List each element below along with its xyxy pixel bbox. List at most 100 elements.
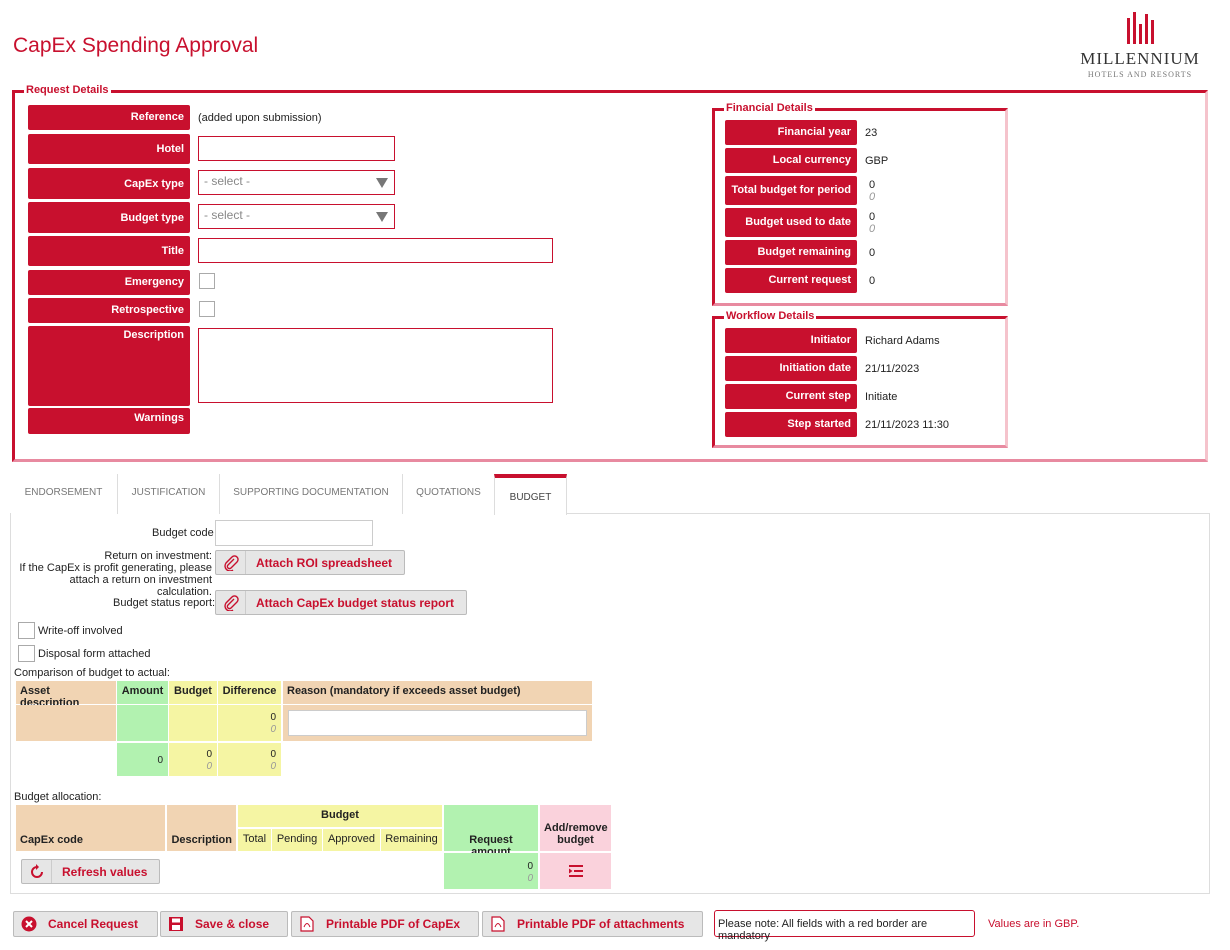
millennium-logo: MILLENNIUM HOTELS AND RESORTS bbox=[1080, 12, 1200, 79]
comparison-asset-cell[interactable] bbox=[16, 705, 116, 741]
initiator-value: Richard Adams bbox=[865, 335, 940, 347]
budget-type-select[interactable]: - select - bbox=[198, 204, 395, 229]
total-diff-sub: 0 bbox=[270, 761, 276, 772]
request-total: 0 bbox=[527, 861, 533, 872]
save-close-label: Save & close bbox=[195, 917, 270, 931]
cancel-request-label: Cancel Request bbox=[48, 917, 139, 931]
tab-justification[interactable]: JUSTIFICATION bbox=[118, 474, 220, 514]
capex-type-selected: - select - bbox=[204, 174, 251, 188]
comparison-title: Comparison of budget to actual: bbox=[14, 667, 170, 679]
budget-remaining-value: 0 bbox=[869, 247, 876, 259]
budget-used-label: Budget used to date bbox=[725, 208, 857, 237]
writeoff-label: Write-off involved bbox=[38, 625, 123, 637]
request-total-sub: 0 bbox=[527, 873, 533, 884]
financial-details-legend: Financial Details bbox=[724, 102, 815, 114]
comparison-header-difference: Difference bbox=[218, 681, 281, 704]
current-step-label: Current step bbox=[725, 384, 857, 409]
logo-subtitle: HOTELS AND RESORTS bbox=[1087, 70, 1193, 79]
comparison-header-asset: Asset description bbox=[16, 681, 116, 709]
budget-tab-panel bbox=[10, 513, 1210, 894]
financial-year-value: 23 bbox=[865, 127, 878, 139]
disposal-checkbox[interactable] bbox=[18, 645, 35, 662]
emergency-checkbox[interactable] bbox=[199, 273, 215, 289]
current-request-value: 0 bbox=[869, 275, 876, 287]
step-started-value: 21/11/2023 11:30 bbox=[865, 419, 950, 431]
step-started-label: Step started bbox=[725, 412, 857, 437]
budget-remaining-label: Budget remaining bbox=[725, 240, 857, 265]
description-label: Description bbox=[28, 326, 190, 406]
save-close-button[interactable]: Save & close bbox=[160, 911, 288, 937]
hotel-input[interactable] bbox=[198, 136, 395, 161]
attach-budget-status-label: Attach CapEx budget status report bbox=[256, 595, 455, 610]
tab-budget[interactable]: BUDGET bbox=[494, 474, 567, 515]
emergency-label: Emergency bbox=[28, 270, 190, 295]
tab-endorsement[interactable]: ENDORSEMENT bbox=[10, 474, 118, 514]
dropdown-arrow-icon bbox=[376, 212, 388, 222]
capex-type-select[interactable]: - select - bbox=[198, 170, 395, 195]
alloc-header-remaining: Remaining bbox=[381, 829, 442, 851]
add-row-icon bbox=[568, 865, 583, 877]
pdf-file-icon bbox=[483, 912, 513, 936]
initiation-date-label: Initiation date bbox=[725, 356, 857, 381]
save-disk-icon bbox=[161, 912, 191, 936]
pdf-attachments-label: Printable PDF of attachments bbox=[517, 917, 685, 931]
total-amount-cell bbox=[117, 743, 168, 776]
writeoff-checkbox[interactable] bbox=[18, 622, 35, 639]
description-textarea[interactable] bbox=[198, 328, 553, 403]
attach-roi-button[interactable]: Attach ROI spreadsheet bbox=[215, 550, 405, 575]
pdf-attachments-button[interactable]: Printable PDF of attachments bbox=[482, 911, 703, 937]
total-amount-value: 0 bbox=[157, 755, 163, 766]
tab-quotations[interactable]: QUOTATIONS bbox=[403, 474, 495, 514]
roi-label-line1: Return on investment: bbox=[104, 550, 212, 562]
budget-type-label: Budget type bbox=[28, 202, 190, 233]
dropdown-arrow-icon bbox=[376, 178, 388, 188]
page-title: CapEx Spending Approval bbox=[13, 34, 259, 57]
pdf-capex-label: Printable PDF of CapEx bbox=[326, 917, 461, 931]
comparison-header-reason: Reason (mandatory if exceeds asset budge… bbox=[283, 681, 592, 704]
attach-budget-status-button[interactable]: Attach CapEx budget status report bbox=[215, 590, 467, 615]
retrospective-label: Retrospective bbox=[28, 298, 190, 323]
alloc-header-approved: Approved bbox=[323, 829, 380, 851]
initiator-label: Initiator bbox=[725, 328, 857, 353]
retrospective-checkbox[interactable] bbox=[199, 301, 215, 317]
logo-bars-icon bbox=[1080, 12, 1200, 44]
alloc-header-pending: Pending bbox=[272, 829, 322, 851]
add-budget-button[interactable] bbox=[540, 853, 611, 889]
workflow-details-section: Workflow Details bbox=[712, 310, 1008, 448]
reference-value: (added upon submission) bbox=[198, 112, 322, 124]
comparison-amount-cell[interactable] bbox=[117, 705, 168, 741]
pdf-file-icon bbox=[292, 912, 322, 936]
refresh-values-button[interactable]: Refresh values bbox=[21, 859, 160, 884]
cancel-request-button[interactable]: Cancel Request bbox=[13, 911, 158, 937]
capex-type-label: CapEx type bbox=[28, 168, 190, 199]
alloc-header-description: Description bbox=[167, 805, 236, 851]
title-input[interactable] bbox=[198, 238, 553, 263]
financial-year-label: Financial year bbox=[725, 120, 857, 145]
workflow-details-legend: Workflow Details bbox=[724, 310, 817, 322]
initiation-date-value: 21/11/2023 bbox=[865, 363, 920, 375]
logo-brand: MILLENNIUM bbox=[1080, 49, 1200, 68]
title-label: Title bbox=[28, 236, 190, 266]
budget-type-selected: - select - bbox=[204, 208, 251, 222]
total-difference-cell bbox=[218, 743, 281, 776]
pdf-capex-button[interactable]: Printable PDF of CapEx bbox=[291, 911, 479, 937]
refresh-values-label: Refresh values bbox=[62, 864, 148, 879]
tab-supporting-documentation[interactable]: SUPPORTING DOCUMENTATION bbox=[220, 474, 403, 514]
row-diff: 0 bbox=[270, 712, 276, 723]
alloc-header-budget: Budget bbox=[238, 805, 442, 827]
current-request-label: Current request bbox=[725, 268, 857, 293]
alloc-header-request: Request amount bbox=[444, 805, 538, 858]
paperclip-icon bbox=[216, 551, 246, 574]
request-details-section: Request Details bbox=[12, 84, 1208, 462]
budget-used-amount: 0 bbox=[869, 211, 876, 223]
comparison-header-budget: Budget bbox=[169, 681, 217, 704]
budget-code-input[interactable] bbox=[215, 520, 373, 546]
mandatory-notice: Please note: All fields with a red borde… bbox=[714, 910, 975, 942]
current-step-value: Initiate bbox=[865, 391, 898, 403]
hotel-label: Hotel bbox=[28, 134, 190, 164]
reason-input[interactable] bbox=[288, 710, 587, 736]
